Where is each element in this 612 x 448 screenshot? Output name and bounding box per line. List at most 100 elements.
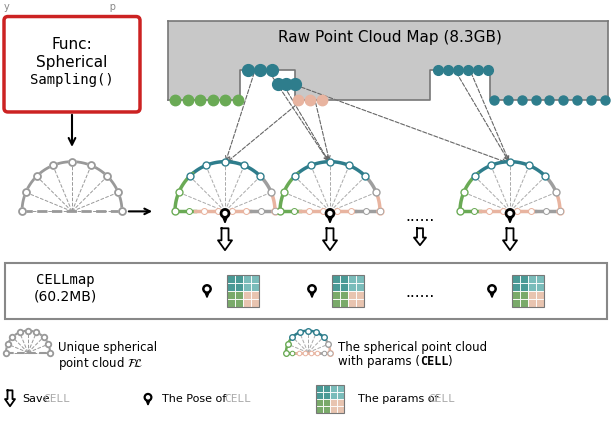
Bar xyxy=(348,291,356,299)
Polygon shape xyxy=(222,215,228,223)
Circle shape xyxy=(328,211,332,215)
Bar xyxy=(356,275,364,283)
Bar xyxy=(323,392,330,399)
Bar xyxy=(251,291,259,299)
Bar xyxy=(316,385,344,413)
Text: The spherical point cloud: The spherical point cloud xyxy=(338,340,487,353)
Bar xyxy=(512,275,544,307)
Text: CELL: CELL xyxy=(224,394,251,404)
Polygon shape xyxy=(5,390,15,406)
Text: (60.2MB): (60.2MB) xyxy=(34,290,97,304)
Bar xyxy=(316,399,323,406)
Circle shape xyxy=(203,285,211,293)
Bar xyxy=(227,283,235,291)
Bar xyxy=(235,299,243,307)
Bar xyxy=(235,291,243,299)
Bar xyxy=(251,299,259,307)
Bar xyxy=(227,299,235,307)
Bar xyxy=(5,263,607,319)
Bar xyxy=(243,275,251,283)
Text: CELL: CELL xyxy=(420,354,449,367)
Bar xyxy=(227,275,259,307)
Text: Save: Save xyxy=(22,394,50,404)
FancyBboxPatch shape xyxy=(4,17,140,112)
Bar xyxy=(512,275,520,283)
Polygon shape xyxy=(414,228,426,245)
Bar xyxy=(528,291,536,299)
Polygon shape xyxy=(430,70,490,100)
Circle shape xyxy=(508,211,512,215)
Text: CELL: CELL xyxy=(428,394,455,404)
Bar xyxy=(227,275,235,283)
Bar xyxy=(536,299,544,307)
Bar xyxy=(340,291,348,299)
Bar xyxy=(316,406,323,413)
Bar xyxy=(251,275,259,283)
Bar xyxy=(348,299,356,307)
Bar xyxy=(323,399,330,406)
Bar xyxy=(337,392,344,399)
Text: Raw Point Cloud Map (8.3GB): Raw Point Cloud Map (8.3GB) xyxy=(278,30,502,45)
Bar xyxy=(332,299,340,307)
Bar xyxy=(356,299,364,307)
Circle shape xyxy=(310,287,314,291)
Polygon shape xyxy=(489,290,495,297)
Text: The params of: The params of xyxy=(358,394,439,404)
Text: CELL: CELL xyxy=(43,394,70,404)
Polygon shape xyxy=(503,228,517,250)
Bar xyxy=(340,283,348,291)
Bar xyxy=(243,283,251,291)
Bar xyxy=(251,283,259,291)
Text: ......: ...... xyxy=(405,209,435,224)
Bar xyxy=(316,385,323,392)
Bar xyxy=(316,392,323,399)
Text: ......: ...... xyxy=(405,285,435,301)
Bar xyxy=(330,406,337,413)
Bar xyxy=(520,291,528,299)
Bar xyxy=(512,299,520,307)
Bar xyxy=(536,291,544,299)
Circle shape xyxy=(326,209,335,218)
Bar xyxy=(332,275,340,283)
Bar xyxy=(332,275,364,307)
Bar xyxy=(332,283,340,291)
Text: Unique spherical: Unique spherical xyxy=(58,340,157,353)
Circle shape xyxy=(490,287,494,291)
Circle shape xyxy=(146,396,149,399)
Text: with params (: with params ( xyxy=(338,354,420,367)
Circle shape xyxy=(506,209,515,218)
Bar xyxy=(520,275,528,283)
Bar xyxy=(356,291,364,299)
Bar xyxy=(528,275,536,283)
Text: ): ) xyxy=(447,354,452,367)
Circle shape xyxy=(205,287,209,291)
Circle shape xyxy=(488,285,496,293)
Bar xyxy=(340,275,348,283)
Polygon shape xyxy=(323,228,337,250)
Bar xyxy=(520,283,528,291)
Polygon shape xyxy=(204,290,210,297)
Text: Sampling(): Sampling() xyxy=(30,73,114,87)
Polygon shape xyxy=(218,228,232,250)
Circle shape xyxy=(308,285,316,293)
Bar xyxy=(348,275,356,283)
Bar xyxy=(337,406,344,413)
Bar xyxy=(536,275,544,283)
Polygon shape xyxy=(309,290,315,297)
Polygon shape xyxy=(327,215,334,223)
Bar xyxy=(340,299,348,307)
Bar xyxy=(235,283,243,291)
Bar xyxy=(330,385,337,392)
Bar xyxy=(528,283,536,291)
Text: The Pose of: The Pose of xyxy=(162,394,226,404)
Text: y                                p: y p xyxy=(4,2,116,12)
Bar xyxy=(227,291,235,299)
Polygon shape xyxy=(145,398,151,405)
Bar xyxy=(528,299,536,307)
Text: Func:: Func: xyxy=(51,37,92,52)
Polygon shape xyxy=(168,21,608,100)
Bar xyxy=(330,392,337,399)
Text: CELLmap: CELLmap xyxy=(35,273,94,287)
Polygon shape xyxy=(240,70,295,100)
Bar xyxy=(243,299,251,307)
